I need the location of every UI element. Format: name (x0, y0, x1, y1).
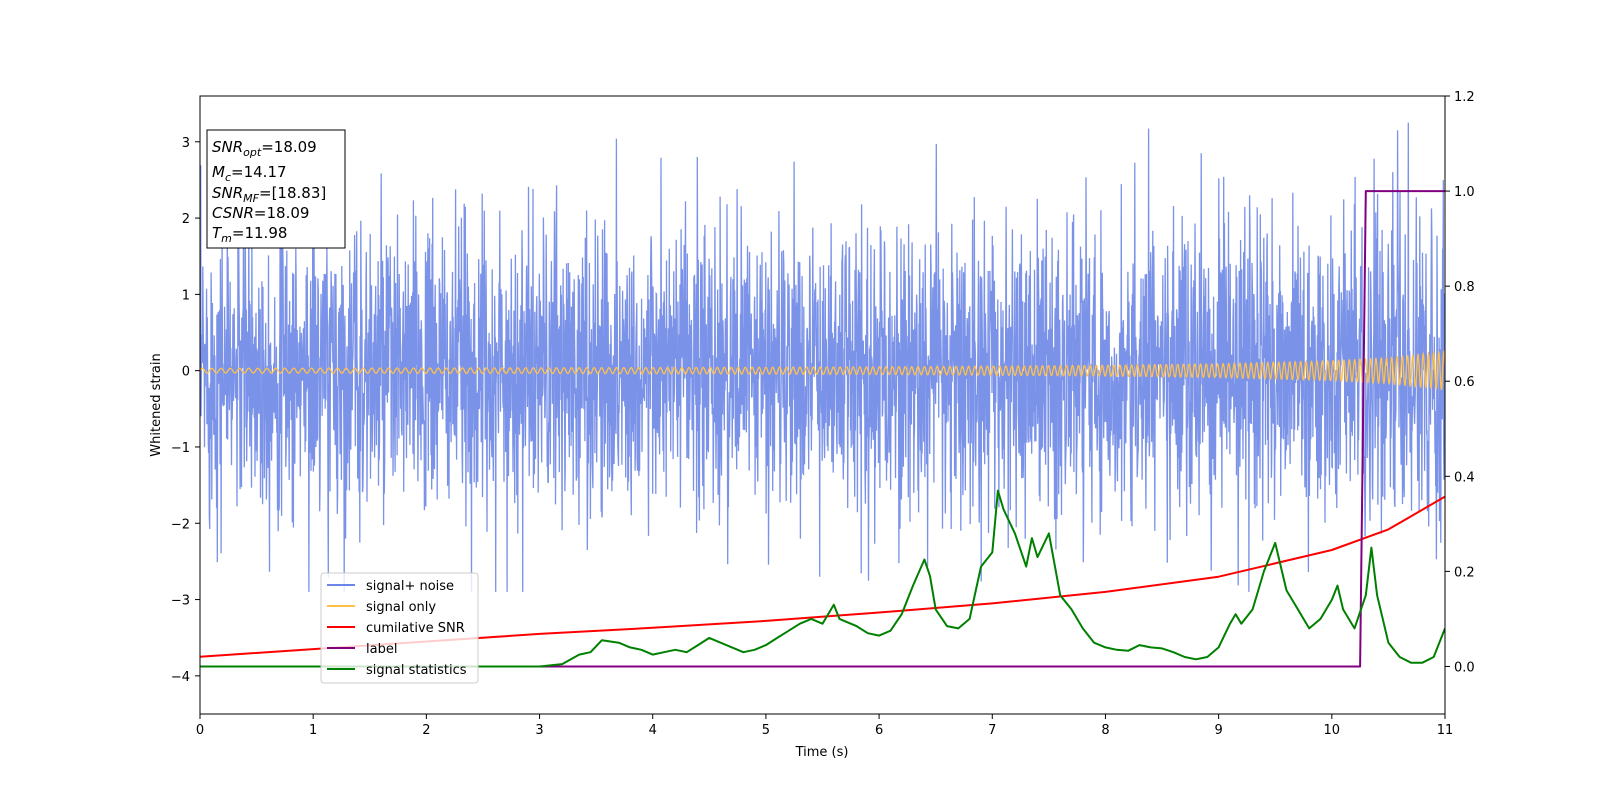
x-tick-label: 6 (875, 723, 883, 738)
y-tick-label-left: 0 (182, 365, 190, 380)
legend: signal+ noise signal only cumilative SNR… (320, 572, 479, 684)
y-tick-label-left: 3 (182, 136, 190, 151)
y-tick-label-right: 1.2 (1454, 90, 1475, 105)
annotation-line-snr-mf: SNRMF=[18.83] (212, 184, 326, 205)
y-tick-label-left: −1 (171, 441, 190, 456)
y-tick-label-left: 2 (182, 212, 190, 227)
y-tick-label-right: 0.0 (1454, 660, 1475, 675)
y-tick-label-right: 0.4 (1454, 470, 1475, 485)
x-tick-label: 7 (988, 723, 996, 738)
legend-frame (320, 572, 479, 684)
x-tick-label: 11 (1437, 723, 1454, 738)
legend-label-signal-only: signal only (366, 600, 436, 615)
y-tick-label-right: 1.0 (1454, 185, 1475, 200)
annotation-line-snr-opt: SNRopt=18.09 (212, 138, 317, 159)
x-tick-label: 5 (762, 723, 770, 738)
annotation-line-mc: Mc=14.17 (212, 163, 287, 184)
series-signal-noise (200, 122, 1445, 592)
x-axis: 0 1 2 3 4 5 6 7 8 9 10 11 (196, 714, 1453, 738)
x-tick-label: 0 (196, 723, 204, 738)
legend-label-signal-noise: signal+ noise (366, 579, 454, 594)
x-axis-label: Time (s) (795, 745, 849, 760)
x-tick-label: 1 (309, 723, 317, 738)
legend-label-cumulative-snr: cumilative SNR (366, 621, 465, 636)
axes-frame (199, 95, 1446, 715)
x-tick-label: 9 (1214, 723, 1222, 738)
annotation-line-csnr: CSNR=18.09 (212, 204, 309, 222)
annotation-frame (206, 129, 346, 249)
x-tick-label: 10 (1324, 723, 1341, 738)
y-axis-label: Whitened strain (149, 353, 164, 456)
y-tick-label-left: −3 (171, 594, 190, 609)
y-tick-label-right: 0.6 (1454, 375, 1475, 390)
series-signal-only (200, 349, 1445, 390)
y-tick-label-left: −2 (171, 517, 190, 532)
series-signal-statistics (200, 489, 1445, 668)
y-tick-label-right: 0.2 (1454, 565, 1475, 580)
annotation-box: SNRopt=18.09 Mc=14.17 SNRMF=[18.83] CSNR… (206, 129, 346, 249)
legend-label-signal-statistics: signal statistics (366, 663, 467, 678)
x-tick-label: 4 (649, 723, 657, 738)
annotation-line-tm: Tm=11.98 (212, 224, 287, 245)
x-tick-label: 2 (422, 723, 430, 738)
x-tick-label: 8 (1101, 723, 1109, 738)
y-tick-label-left: 1 (182, 288, 190, 303)
x-tick-label: 3 (535, 723, 543, 738)
y-axis-right: 0.0 0.2 0.4 0.6 0.8 1.0 1.2 (1445, 90, 1475, 675)
series-label (200, 190, 1445, 668)
y-tick-label-right: 0.8 (1454, 280, 1475, 295)
y-tick-label-left: −4 (171, 670, 190, 685)
y-axis-left: −4 −3 −2 −1 0 1 2 3 (171, 136, 200, 685)
legend-label-label: label (366, 642, 397, 657)
